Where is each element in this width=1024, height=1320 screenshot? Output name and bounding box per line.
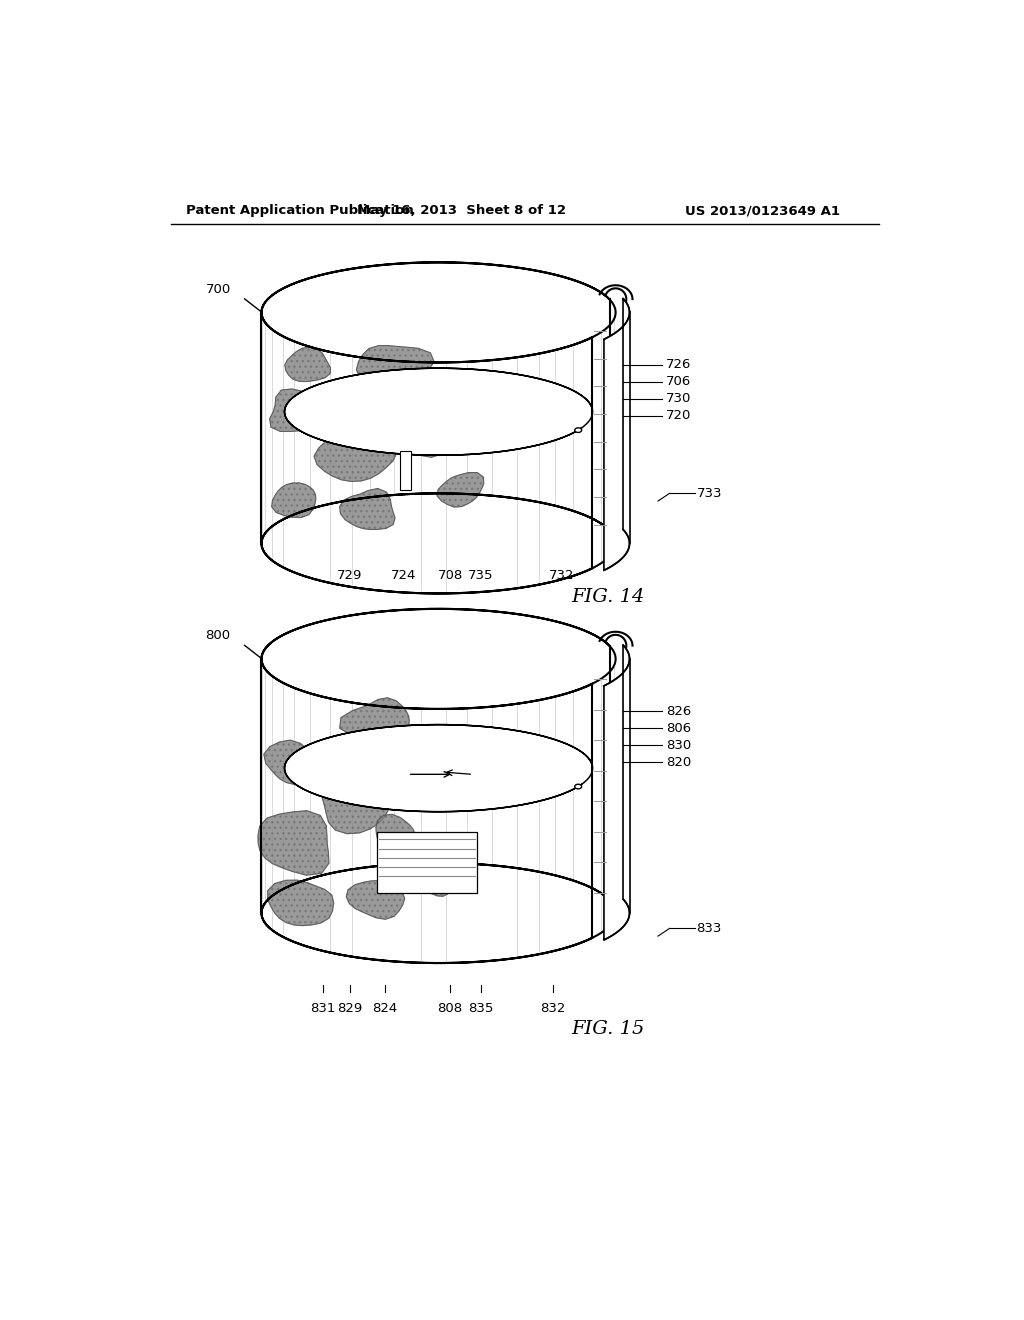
Polygon shape: [261, 263, 615, 594]
Polygon shape: [267, 880, 334, 925]
Polygon shape: [437, 473, 483, 507]
FancyBboxPatch shape: [400, 451, 411, 490]
Polygon shape: [604, 298, 630, 570]
Text: FIG. 14: FIG. 14: [571, 589, 645, 606]
Text: 802: 802: [332, 616, 357, 630]
Text: 733: 733: [696, 487, 722, 500]
Text: 830: 830: [666, 739, 691, 751]
Polygon shape: [604, 645, 630, 940]
Text: 826: 826: [558, 659, 583, 672]
Polygon shape: [271, 483, 315, 517]
Text: 720: 720: [666, 409, 691, 422]
Polygon shape: [261, 263, 615, 363]
Text: 827: 827: [415, 744, 439, 758]
Text: 708: 708: [437, 569, 463, 582]
Text: 806: 806: [666, 722, 691, 735]
Text: 735: 735: [468, 569, 494, 582]
Text: 722: 722: [502, 269, 526, 282]
Polygon shape: [264, 741, 318, 784]
Polygon shape: [444, 779, 477, 805]
Text: 835: 835: [468, 1002, 494, 1015]
Polygon shape: [269, 389, 324, 432]
Text: 730: 730: [666, 392, 691, 405]
Text: 702: 702: [332, 269, 357, 282]
Text: 726: 726: [666, 358, 691, 371]
Text: 829: 829: [337, 1002, 362, 1015]
Text: 832: 832: [540, 1002, 565, 1015]
Text: 820: 820: [666, 755, 691, 768]
Text: Patent Application Publication: Patent Application Publication: [186, 205, 414, 218]
Text: 828: 828: [461, 744, 485, 758]
Text: 800: 800: [206, 630, 230, 643]
Polygon shape: [340, 698, 410, 743]
Text: FIG. 15: FIG. 15: [571, 1019, 645, 1038]
Polygon shape: [314, 426, 397, 482]
Polygon shape: [285, 368, 593, 455]
Ellipse shape: [574, 428, 582, 433]
Text: US 2013/0123649 A1: US 2013/0123649 A1: [685, 205, 840, 218]
Text: 729: 729: [337, 569, 362, 582]
Text: 726: 726: [558, 312, 584, 325]
FancyBboxPatch shape: [377, 832, 477, 894]
Polygon shape: [346, 880, 404, 919]
Polygon shape: [261, 609, 615, 709]
Text: May 16, 2013  Sheet 8 of 12: May 16, 2013 Sheet 8 of 12: [357, 205, 566, 218]
Text: 724: 724: [391, 569, 417, 582]
Polygon shape: [285, 725, 593, 812]
Text: 831: 831: [310, 1002, 336, 1015]
Text: 734: 734: [539, 293, 564, 306]
Text: 833: 833: [696, 921, 722, 935]
Text: 824: 824: [372, 1002, 397, 1015]
Ellipse shape: [574, 784, 582, 789]
Text: 808: 808: [437, 1002, 463, 1015]
Polygon shape: [392, 418, 451, 457]
Text: 822: 822: [502, 616, 526, 630]
Text: 728: 728: [457, 391, 482, 404]
Polygon shape: [261, 609, 615, 964]
Text: 706: 706: [666, 375, 691, 388]
Text: 826: 826: [666, 705, 691, 718]
Polygon shape: [376, 814, 415, 858]
Polygon shape: [340, 488, 395, 529]
Text: 700: 700: [206, 282, 230, 296]
Text: 732: 732: [549, 569, 574, 582]
Polygon shape: [285, 347, 331, 381]
Text: 834: 834: [539, 639, 564, 652]
Polygon shape: [414, 871, 461, 896]
Polygon shape: [356, 346, 434, 387]
Polygon shape: [323, 779, 389, 834]
Polygon shape: [258, 810, 329, 875]
